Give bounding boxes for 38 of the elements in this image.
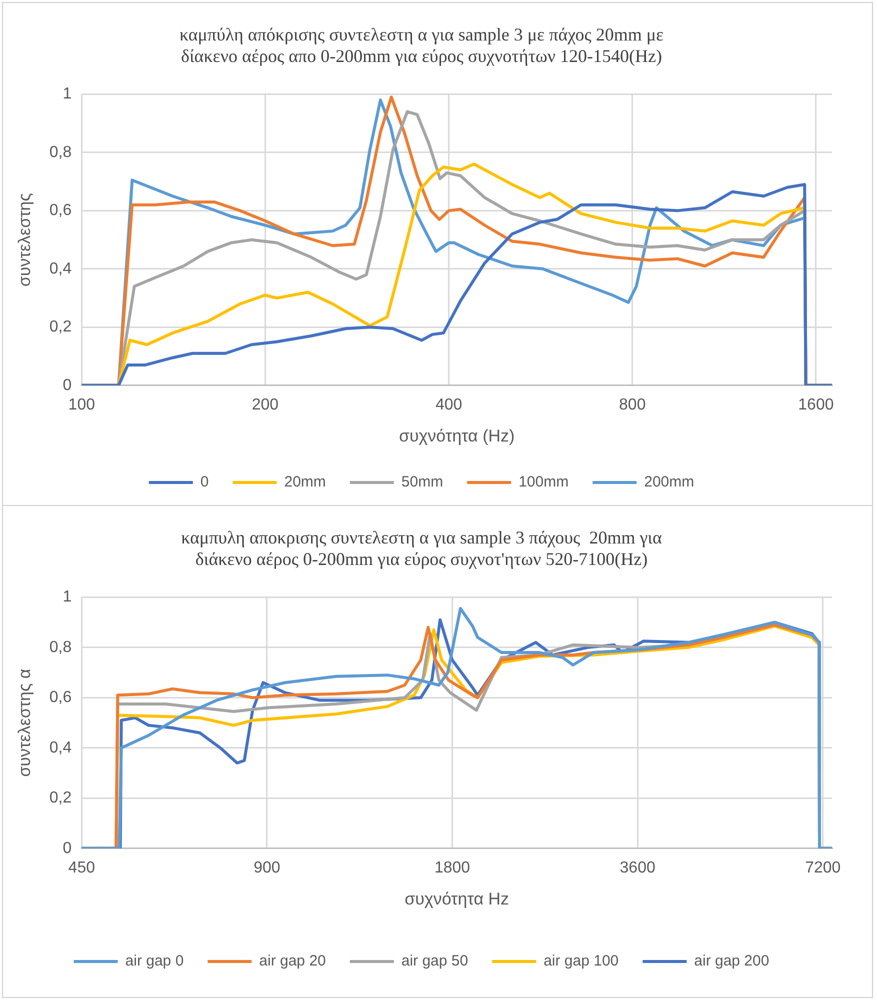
legend-label: 200mm <box>644 474 694 491</box>
legend-label: 0 <box>200 474 209 491</box>
y-axis-title: συντελεστης α <box>14 668 34 777</box>
y-tick-label: 0,4 <box>49 260 72 278</box>
legend-label: air gap 50 <box>401 952 468 970</box>
y-tick-label: 0,4 <box>49 739 72 756</box>
x-axis-title: συχνότητα Hz <box>404 889 510 908</box>
y-tick-label: 0 <box>62 840 72 857</box>
x-tick-label: 3600 <box>620 859 656 876</box>
y-tick-label: 0,2 <box>49 790 72 807</box>
y-tick-label: 0,6 <box>49 202 72 220</box>
y-tick-label: 0 <box>62 376 72 394</box>
y-tick-label: 1 <box>62 588 72 606</box>
y-tick-label: 0,2 <box>49 318 72 336</box>
x-tick-label: 400 <box>435 396 462 414</box>
x-tick-label: 1600 <box>798 396 834 414</box>
x-tick-label: 900 <box>254 859 280 876</box>
x-tick-label: 100 <box>68 396 96 414</box>
chart-title: καμπυλη αποκρισης συντελεστη α για sample 3 πάχους 20mm για διάκενο αέρος 0-200mm για εύρος συχνοτ'ητων 520-7100(Hz) <box>181 528 662 570</box>
y-tick-label: 1 <box>62 86 72 103</box>
x-axis-title: συχνότητα (Hz) <box>398 426 515 446</box>
chart-title: καμπύλη απόκρισης συντελεστη α για sample 3 με πάχος 20mm με δίακενο αέρος απο 0-200mm για εύρος συχνοτήτων 120-1540(Hz) <box>179 24 664 66</box>
legend-label: 50mm <box>401 474 444 491</box>
x-tick-label: 450 <box>68 859 96 876</box>
legend-label: air gap 100 <box>544 952 619 970</box>
y-tick-label: 0,6 <box>49 689 72 706</box>
x-tick-label: 200 <box>252 396 279 414</box>
y-tick-label: 0,8 <box>49 638 72 656</box>
legend-label: air gap 0 <box>125 952 184 970</box>
legend-label: air gap 200 <box>694 952 770 970</box>
y-axis-title: συντελεστης <box>14 193 34 287</box>
x-tick-label: 800 <box>619 396 646 414</box>
legend-label: air gap 20 <box>259 952 326 970</box>
x-tick-label: 1800 <box>434 859 470 876</box>
legend-label: 100mm <box>518 474 569 491</box>
x-tick-label: 7200 <box>805 859 841 876</box>
legend-label: 20mm <box>284 474 326 491</box>
y-tick-label: 0,8 <box>49 144 72 161</box>
